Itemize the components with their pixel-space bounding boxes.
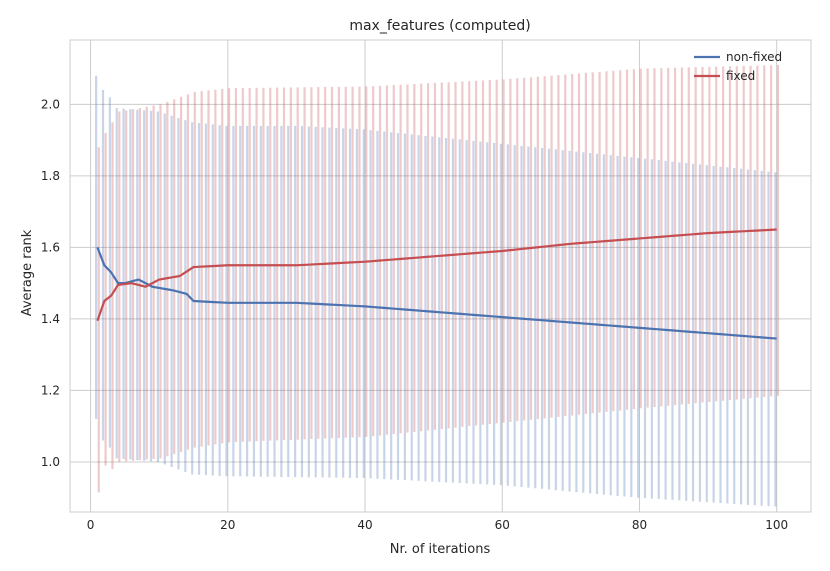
grid	[69, 39, 812, 513]
x-tick-label: 20	[220, 518, 235, 532]
y-axis-label: Average rank	[20, 229, 35, 316]
x-tick-label: 0	[87, 518, 95, 532]
x-axis-label: Nr. of iterations	[390, 542, 491, 557]
legend-label-non-fixed: non-fixed	[726, 50, 782, 64]
plot-area	[70, 40, 811, 512]
plot-frame	[69, 39, 812, 513]
series-line-fixed	[96, 228, 777, 322]
y-tick-label: 1.6	[41, 240, 60, 254]
chart-title: max_features (computed)	[349, 18, 530, 34]
x-tick-labels: 0 20 40 60 80 100	[87, 518, 788, 532]
legend-label-fixed: fixed	[726, 69, 755, 83]
y-tick-label: 1.0	[41, 455, 60, 469]
series-line-non-fixed	[96, 246, 777, 340]
legend: non-fixed fixed	[694, 50, 782, 83]
x-tick-label: 40	[357, 518, 372, 532]
x-tick-label: 60	[495, 518, 510, 532]
x-tick-label: 100	[765, 518, 788, 532]
y-tick-label: 2.0	[41, 97, 60, 111]
y-tick-label: 1.4	[41, 312, 60, 326]
series-lines	[96, 228, 777, 340]
y-tick-labels: 1.0 1.2 1.4 1.6 1.8 2.0	[41, 97, 60, 469]
y-tick-label: 1.8	[41, 169, 60, 183]
y-tick-label: 1.2	[41, 383, 60, 397]
x-tick-label: 80	[632, 518, 647, 532]
